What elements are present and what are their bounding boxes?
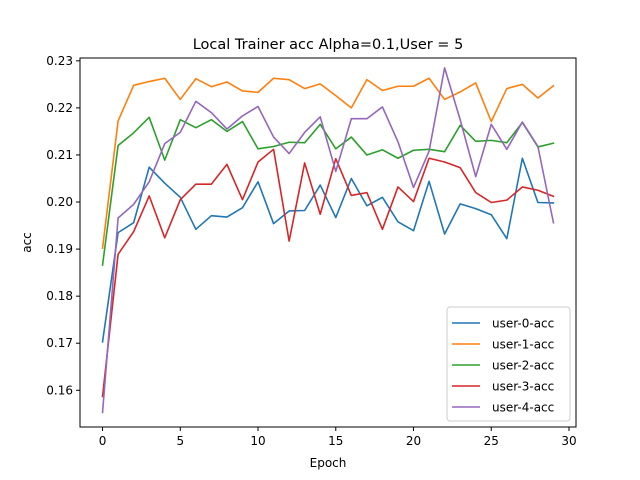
- y-tick-label: 0.18: [46, 289, 73, 303]
- x-tick-label: 5: [176, 434, 184, 448]
- legend-label: user-0-acc: [492, 317, 554, 331]
- x-axis-label: Epoch: [310, 456, 347, 470]
- legend-label: user-1-acc: [492, 338, 554, 352]
- legend-label: user-2-acc: [492, 359, 554, 373]
- series-layer: [101, 67, 555, 414]
- x-axis-ticks: 0 5 10 15 20 25 30: [99, 427, 577, 448]
- y-tick-label: 0.19: [46, 242, 73, 256]
- y-axis-ticks: 0.16 0.17 0.18 0.19 0.20 0.21 0.22 0.23: [46, 54, 80, 397]
- chart-title: Local Trainer acc Alpha=0.1,User = 5: [193, 37, 464, 53]
- y-axis-label: acc: [20, 232, 34, 253]
- series-line-user-4-acc: [101, 67, 555, 414]
- series-line-user-0-acc: [101, 157, 555, 343]
- x-tick-label: 15: [328, 434, 343, 448]
- x-tick-label: 0: [99, 434, 107, 448]
- y-tick-label: 0.17: [46, 336, 73, 350]
- x-tick-label: 20: [406, 434, 421, 448]
- legend-label: user-4-acc: [492, 401, 554, 415]
- series-line-user-1-acc: [101, 77, 555, 250]
- x-tick-label: 10: [250, 434, 265, 448]
- y-tick-label: 0.23: [46, 54, 73, 68]
- legend-label: user-3-acc: [492, 380, 554, 394]
- series-line-user-2-acc: [101, 116, 555, 266]
- y-tick-label: 0.20: [46, 195, 73, 209]
- y-tick-label: 0.22: [46, 101, 73, 115]
- series-line-user-3-acc: [101, 148, 555, 398]
- legend-box: [446, 306, 571, 422]
- x-tick-label: 30: [561, 434, 576, 448]
- y-tick-label: 0.21: [46, 148, 73, 162]
- y-tick-label: 0.16: [46, 383, 73, 397]
- plot-area: [79, 57, 577, 428]
- legend: user-0-acc user-1-acc user-2-acc user-3-acc…: [446, 306, 571, 422]
- axes-frame: [79, 57, 577, 428]
- x-tick-label: 25: [484, 434, 499, 448]
